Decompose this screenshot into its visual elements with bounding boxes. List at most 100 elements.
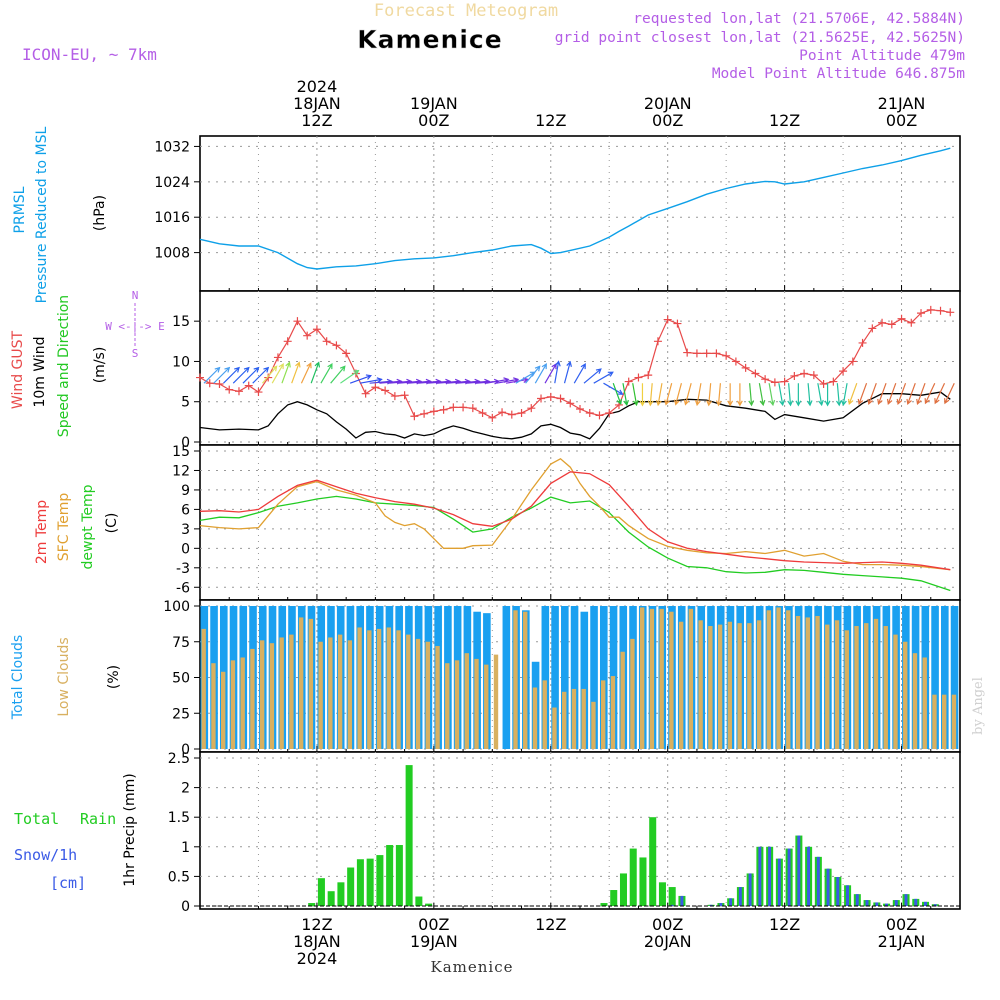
low-cloud-bar (630, 638, 635, 749)
total-cloud-bar (941, 606, 949, 749)
low-cloud-bar (328, 637, 333, 749)
gust-marker (303, 331, 312, 340)
gust-marker (907, 318, 916, 327)
low-cloud-bar (532, 687, 538, 749)
low-cloud-bar (542, 680, 547, 749)
y-tick-label: 15 (172, 444, 190, 460)
gust-marker (780, 377, 789, 386)
gust-marker (868, 324, 877, 333)
y-tick-label: 1008 (154, 246, 190, 262)
low-cloud-bar (600, 680, 606, 749)
snow-bar (904, 894, 908, 906)
wind-direction-arrow (583, 368, 602, 384)
panel-5: 0 0.5 1 1.5 2 2.5 (168, 751, 961, 915)
rain-bar (629, 848, 637, 906)
y-tick-label: 0 (181, 899, 190, 915)
gust-marker (917, 309, 926, 318)
gust-marker (468, 404, 477, 413)
wind-direction-arrow (389, 378, 413, 385)
low-cloud-bar (201, 628, 206, 749)
wind-direction-arrow (359, 377, 383, 384)
top-time-label: 12Z (769, 111, 800, 130)
low-cloud-bar (698, 620, 703, 749)
gust-marker (488, 413, 497, 422)
wind-direction-arrow (467, 378, 491, 385)
gust-marker (429, 407, 438, 416)
total-cloud-bar (931, 606, 939, 749)
snow-bar (680, 895, 684, 906)
low-cloud-bar (279, 637, 284, 749)
wind-direction-arrow (612, 382, 623, 406)
wind-direction-arrow (213, 366, 231, 384)
low-cloud-bar (844, 630, 849, 749)
low-cloud-bar (747, 623, 752, 749)
bottom-time-label: 12Z (769, 915, 800, 934)
top-time-label: 00Z (418, 111, 449, 130)
wind-direction-arrow (715, 383, 722, 407)
gust-marker (683, 348, 692, 357)
rain-bar (327, 891, 335, 906)
gust-marker (878, 318, 887, 327)
point-altitude: Point Altitude 479m (799, 48, 965, 64)
low-cloud-bar (776, 607, 781, 749)
low-cloud-bar (415, 638, 421, 749)
precip-total-label: Total (14, 810, 59, 828)
bottom-time-label: 00Z (886, 915, 917, 934)
panel-frame (199, 444, 961, 601)
gust-marker (770, 378, 779, 387)
low-cloud-bar (678, 621, 684, 749)
y-tick-label: 75 (172, 635, 190, 651)
low-cloud-bar (610, 676, 616, 749)
gust-marker (546, 392, 555, 401)
wind-direction-arrow (428, 378, 452, 385)
wind-direction-arrow (934, 382, 946, 405)
y-tick-label: 0 (181, 541, 190, 557)
sfc-temp-line (199, 458, 951, 571)
wind-direction-arrow (817, 383, 824, 407)
low-cloud-bar (951, 694, 957, 749)
wind-direction-arrow (758, 383, 766, 407)
prmsl-label: PRMSL (12, 186, 28, 233)
gust-marker (566, 399, 575, 408)
low-cloud-bar (903, 641, 908, 749)
wind-direction-arrow (706, 383, 713, 407)
gust-marker (692, 349, 701, 358)
wind-direction-arrow (673, 383, 683, 406)
wind-direction-arrow (320, 363, 333, 384)
gust-marker (702, 349, 711, 358)
low-cloud-bar (240, 657, 245, 749)
gust-marker (332, 341, 341, 350)
gust-marker (381, 386, 390, 395)
low-cloud-bar (337, 634, 343, 749)
gust-marker (585, 409, 594, 417)
wind-direction-arrow (525, 365, 541, 384)
rain-bar (405, 765, 413, 906)
y-tick-label: 50 (172, 671, 190, 687)
total-cloud-bar (599, 606, 608, 749)
wind-direction-arrow (886, 382, 897, 406)
snow-bar (933, 904, 937, 906)
low-cloud-bar (211, 663, 216, 749)
wind-direction-arrow (534, 363, 547, 384)
gust-marker (858, 338, 867, 347)
total-cloud-bar (561, 606, 569, 749)
rain-bar (415, 896, 423, 906)
low-cloud-bar (376, 628, 382, 749)
wind-direction-arrow (768, 383, 776, 407)
low-cloud-bar (484, 664, 489, 749)
total-clouds-label: Total Clouds (10, 635, 26, 720)
plot-area: 1008101610241032051015-6-303691215025507… (154, 135, 961, 915)
gust-marker (576, 404, 584, 413)
low-cloud-bar (805, 617, 810, 749)
low-cloud-bar (445, 663, 450, 749)
low-cloud-bar (649, 608, 655, 749)
top-time-label: 12Z (301, 111, 332, 130)
snow-bar (709, 904, 713, 906)
wind-direction-arrow (349, 374, 373, 384)
low-cloud-bar (386, 627, 392, 749)
low-cloud-bar (230, 660, 236, 749)
low-cloud-bar (620, 651, 625, 749)
low-cloud-bar (318, 641, 323, 749)
dewpt-line (199, 495, 951, 592)
